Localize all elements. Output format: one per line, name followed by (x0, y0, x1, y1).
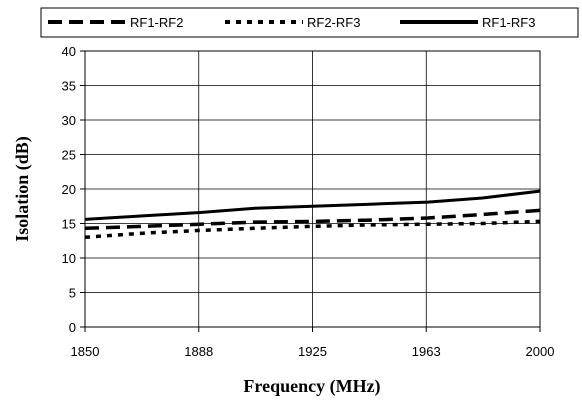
x-tick-label: 2000 (526, 344, 555, 359)
y-tick-label: 40 (62, 44, 76, 59)
x-tick-label: 1925 (298, 344, 327, 359)
y-tick-label: 20 (62, 182, 76, 197)
y-tick-label: 0 (69, 320, 76, 335)
y-tick-label: 30 (62, 113, 76, 128)
x-tick-label: 1888 (184, 344, 213, 359)
y-tick-label: 15 (62, 217, 76, 232)
legend-label-rf2-rf3: RF2-RF3 (307, 15, 360, 30)
series-line-rf1-rf3 (84, 189, 541, 221)
legend: RF1-RF2 RF2-RF3 RF1-RF3 (48, 15, 535, 30)
series-lines (84, 189, 541, 240)
x-tick-label: 1850 (71, 344, 100, 359)
y-tick-label: 35 (62, 79, 76, 94)
y-tick-label: 10 (62, 251, 76, 266)
x-axis-title: Frequency (MHz) (243, 376, 380, 397)
legend-label-rf1-rf3: RF1-RF3 (482, 15, 535, 30)
x-tick-label: 1963 (412, 344, 441, 359)
x-axis-ticks: 1850 1888 1925 1963 2000 (71, 327, 555, 359)
y-axis-ticks: 0 5 10 15 20 25 30 35 40 (62, 44, 85, 335)
y-tick-label: 5 (69, 286, 76, 301)
series-line-rf2-rf3 (84, 219, 541, 240)
y-axis-title: Isolation (dB) (12, 136, 33, 242)
y-tick-label: 25 (62, 148, 76, 163)
series-line-rf1-rf2 (84, 208, 541, 231)
legend-box (40, 7, 579, 38)
legend-label-rf1-rf2: RF1-RF2 (130, 15, 183, 30)
gridlines (85, 51, 540, 327)
